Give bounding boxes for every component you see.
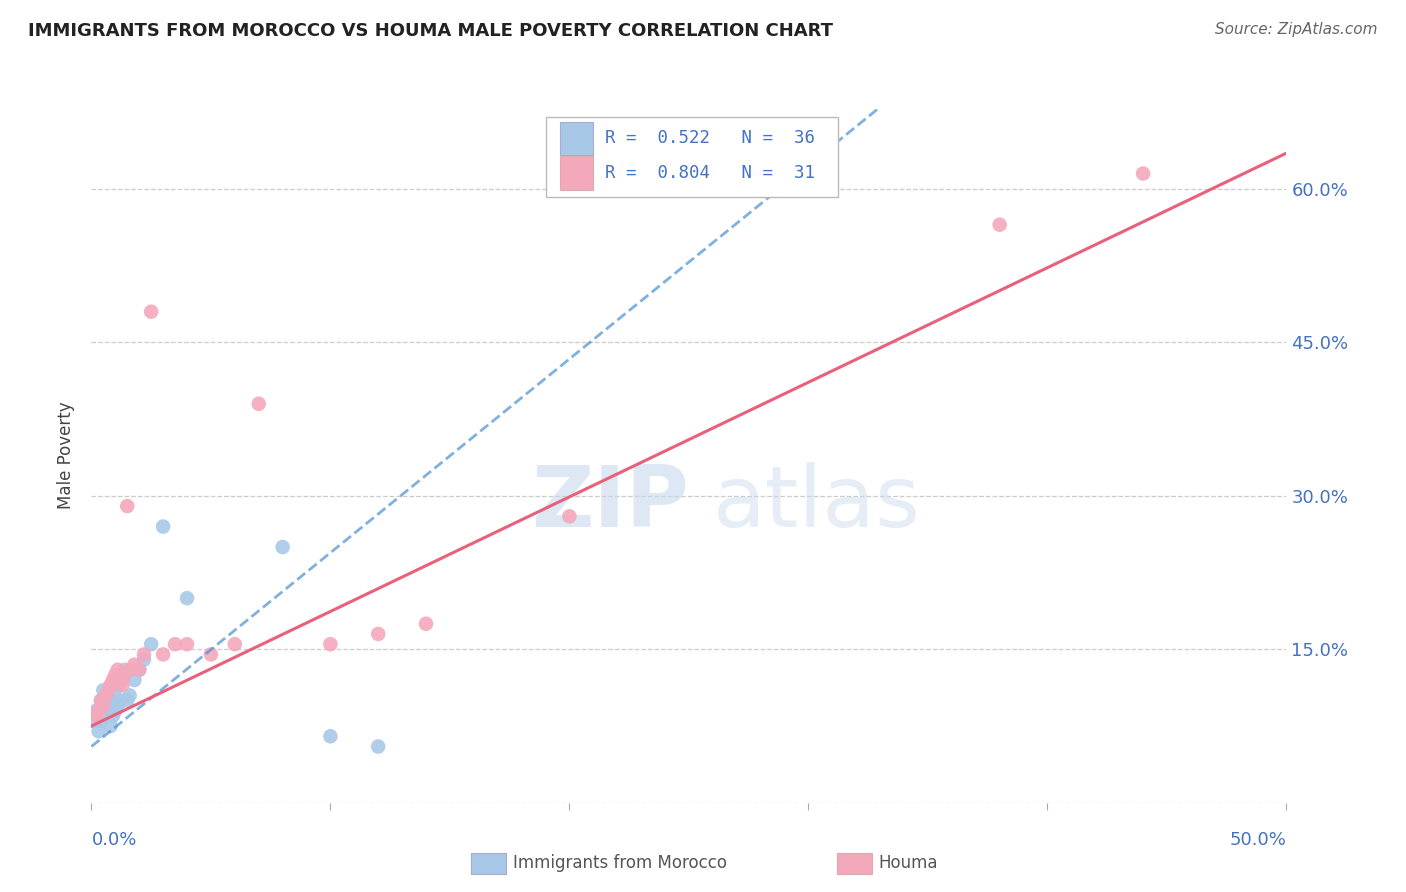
- Point: [93, 698, 114, 713]
- Point: [367, 739, 389, 754]
- Point: [152, 519, 174, 533]
- Text: 50.0%: 50.0%: [1230, 831, 1286, 849]
- Point: [176, 637, 198, 651]
- Point: [558, 509, 581, 524]
- Point: [107, 698, 129, 713]
- Point: [367, 627, 389, 641]
- Text: 0.0%: 0.0%: [91, 831, 136, 849]
- Point: [141, 304, 162, 318]
- Point: [87, 704, 110, 718]
- Point: [94, 698, 117, 713]
- Text: R =  0.804   N =  31: R = 0.804 N = 31: [605, 164, 815, 182]
- Point: [141, 637, 162, 651]
- Point: [104, 704, 127, 718]
- Point: [97, 708, 120, 723]
- Point: [988, 218, 1011, 232]
- Point: [115, 693, 138, 707]
- Point: [108, 693, 131, 707]
- Bar: [560, 121, 593, 155]
- Text: Immigrants from Morocco: Immigrants from Morocco: [513, 855, 727, 872]
- Point: [247, 397, 270, 411]
- Point: [163, 637, 186, 651]
- Point: [111, 673, 134, 687]
- Point: [118, 663, 141, 677]
- Point: [104, 683, 127, 698]
- Point: [100, 678, 122, 692]
- Point: [84, 704, 107, 718]
- Bar: [560, 156, 593, 190]
- Point: [176, 591, 198, 606]
- Point: [115, 499, 138, 513]
- Point: [224, 637, 246, 651]
- Point: [93, 698, 114, 713]
- Point: [93, 704, 114, 718]
- Point: [114, 663, 136, 677]
- Point: [100, 719, 122, 733]
- Text: atlas: atlas: [713, 462, 921, 545]
- Point: [132, 648, 155, 662]
- Point: [1132, 167, 1154, 181]
- Point: [87, 724, 110, 739]
- Point: [118, 689, 141, 703]
- Point: [101, 708, 124, 723]
- Y-axis label: Male Poverty: Male Poverty: [58, 401, 76, 508]
- Point: [107, 678, 129, 692]
- Point: [84, 708, 107, 723]
- Text: IMMIGRANTS FROM MOROCCO VS HOUMA MALE POVERTY CORRELATION CHART: IMMIGRANTS FROM MOROCCO VS HOUMA MALE PO…: [28, 22, 834, 40]
- Point: [128, 663, 150, 677]
- Point: [94, 708, 117, 723]
- Point: [87, 704, 110, 718]
- Point: [83, 714, 105, 728]
- Point: [132, 652, 155, 666]
- Point: [93, 683, 114, 698]
- Point: [114, 668, 136, 682]
- Point: [100, 704, 122, 718]
- Point: [94, 693, 117, 707]
- Text: ZIP: ZIP: [531, 462, 689, 545]
- Text: Source: ZipAtlas.com: Source: ZipAtlas.com: [1215, 22, 1378, 37]
- Point: [101, 693, 124, 707]
- Point: [90, 714, 112, 728]
- Point: [415, 616, 437, 631]
- Point: [94, 689, 117, 703]
- Point: [124, 673, 146, 687]
- Point: [271, 540, 294, 554]
- Point: [319, 637, 342, 651]
- Point: [319, 729, 342, 743]
- Point: [124, 657, 146, 672]
- Point: [152, 648, 174, 662]
- Point: [200, 648, 222, 662]
- Point: [90, 693, 112, 707]
- Point: [104, 668, 127, 682]
- Point: [97, 693, 120, 707]
- FancyBboxPatch shape: [546, 118, 838, 197]
- Point: [111, 678, 134, 692]
- Point: [97, 683, 120, 698]
- Point: [107, 663, 129, 677]
- Point: [90, 693, 112, 707]
- Text: R =  0.522   N =  36: R = 0.522 N = 36: [605, 129, 815, 147]
- Point: [108, 673, 131, 687]
- Text: Houma: Houma: [879, 855, 938, 872]
- Point: [101, 673, 124, 687]
- Point: [128, 663, 150, 677]
